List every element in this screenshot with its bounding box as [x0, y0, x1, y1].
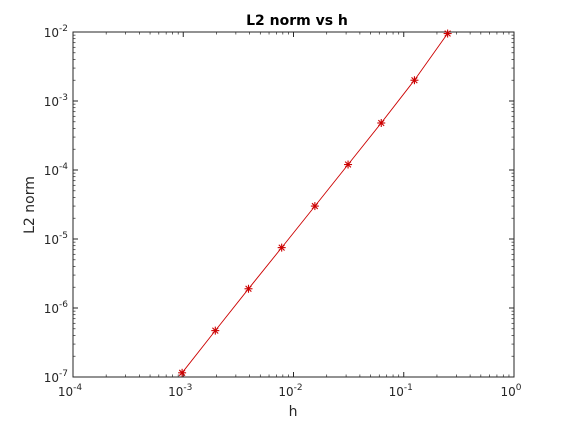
plot-area	[72, 31, 515, 378]
data-point-marker	[443, 29, 452, 38]
y-tick-label: 10-5	[44, 231, 68, 247]
x-tick-label: 10-4	[58, 383, 83, 399]
x-tick-label: 10-1	[389, 383, 413, 399]
y-axis-ticks: 10-7 10-6 10-5 10-4 10-3 10-2	[44, 24, 514, 385]
chart-title: L2 norm vs h	[246, 13, 348, 29]
y-tick-label: 10-4	[44, 162, 69, 178]
data-point-marker	[244, 284, 253, 293]
y-tick-label: 10-2	[44, 24, 68, 40]
x-tick-label: 100	[500, 383, 521, 399]
series-layer	[178, 29, 452, 377]
y-axis-label: L2 norm	[22, 176, 38, 234]
data-point-marker	[178, 368, 187, 377]
y-tick-label: 10-6	[44, 300, 69, 316]
data-point-marker	[410, 76, 419, 85]
data-point-marker	[377, 118, 386, 127]
x-axis-ticks: 10-4 10-3 10-2 10-1 100	[58, 32, 522, 399]
y-tick-label: 10-3	[44, 93, 68, 109]
y-tick-label: 10-7	[44, 369, 68, 385]
x-axis-label: h	[289, 404, 298, 420]
data-point-marker	[310, 202, 319, 211]
data-point-marker	[277, 243, 286, 252]
x-tick-label: 10-2	[278, 383, 302, 399]
x-tick-label: 10-3	[168, 383, 192, 399]
data-point-marker	[211, 326, 220, 335]
data-point-marker	[344, 160, 353, 169]
